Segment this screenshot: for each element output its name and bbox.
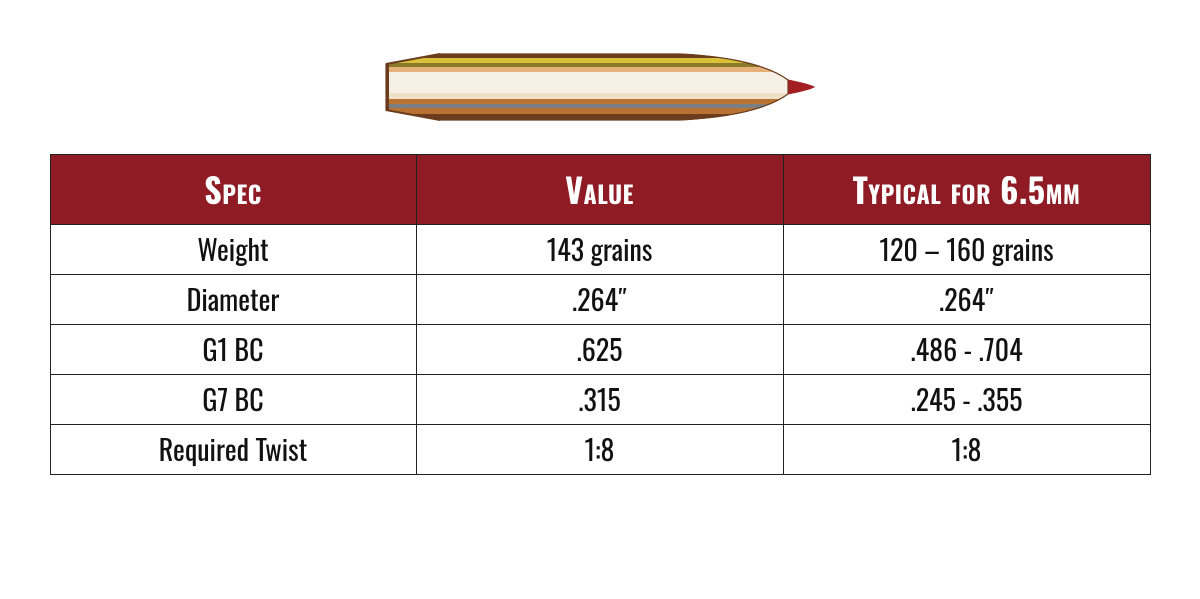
cell-value: .264″	[416, 275, 783, 325]
cell-value: .625	[416, 325, 783, 375]
cell-value: 1:8	[416, 425, 783, 475]
cell-spec: Required Twist	[50, 425, 416, 475]
col-header-spec: Spec	[50, 155, 416, 225]
table-row: G7 BC .315 .245 - .355	[50, 375, 1150, 425]
page-container: Spec Value Typical for 6.5mm Weight 143 …	[0, 48, 1200, 599]
bullet-illustration-wrap	[0, 48, 1200, 126]
cell-spec: G7 BC	[50, 375, 416, 425]
cell-typical: .264″	[783, 275, 1150, 325]
cell-spec: Weight	[50, 225, 416, 275]
spec-table-body: Weight 143 grains 120 – 160 grains Diame…	[50, 225, 1150, 475]
cell-typical: .245 - .355	[783, 375, 1150, 425]
table-row: Required Twist 1:8 1:8	[50, 425, 1150, 475]
table-row: Diameter .264″ .264″	[50, 275, 1150, 325]
cell-typical: .486 - .704	[783, 325, 1150, 375]
cell-spec: Diameter	[50, 275, 416, 325]
cell-typical: 1:8	[783, 425, 1150, 475]
cell-typical: 120 – 160 grains	[783, 225, 1150, 275]
bullet-illustration	[380, 48, 820, 126]
col-header-value: Value	[416, 155, 783, 225]
col-header-typical: Typical for 6.5mm	[783, 155, 1150, 225]
spec-table: Spec Value Typical for 6.5mm Weight 143 …	[50, 154, 1151, 475]
table-row: Weight 143 grains 120 – 160 grains	[50, 225, 1150, 275]
cell-value: 143 grains	[416, 225, 783, 275]
spec-table-header-row: Spec Value Typical for 6.5mm	[50, 155, 1150, 225]
cell-value: .315	[416, 375, 783, 425]
table-row: G1 BC .625 .486 - .704	[50, 325, 1150, 375]
cell-spec: G1 BC	[50, 325, 416, 375]
